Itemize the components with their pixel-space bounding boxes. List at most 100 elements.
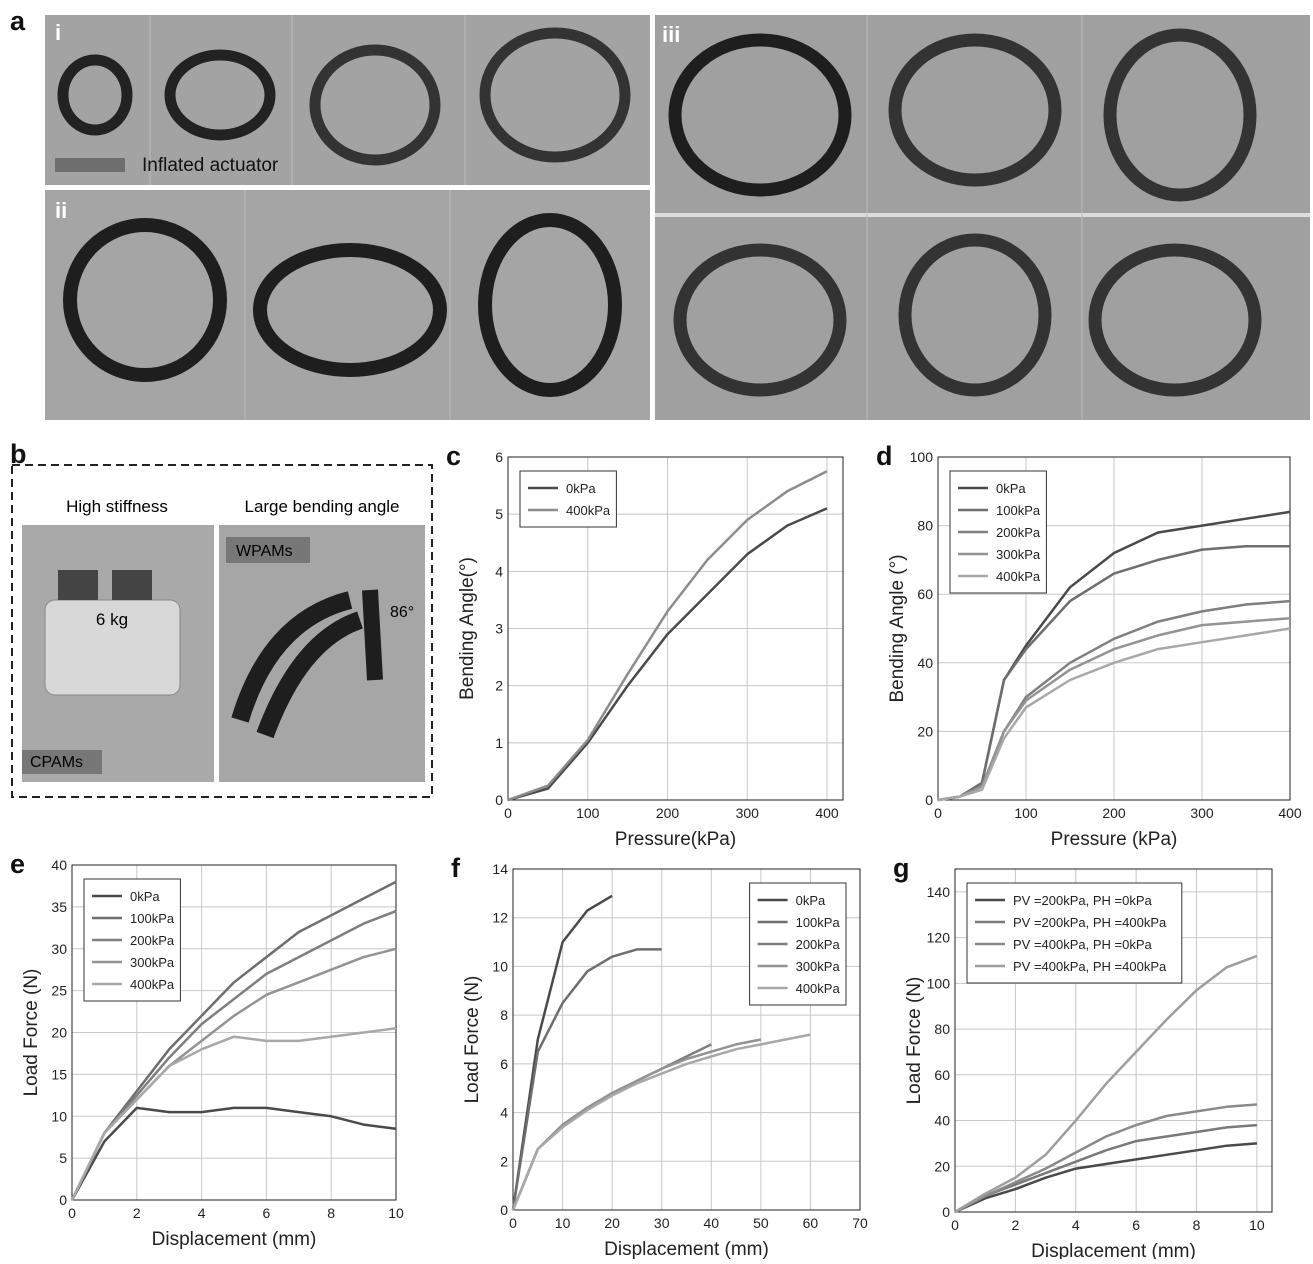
- legend-label: PV =400kPa, PH =400kPa: [1013, 959, 1167, 974]
- data-line: [507, 507, 828, 802]
- x-axis-label: Displacement (mm): [1031, 1241, 1196, 1259]
- y-tick-label: 100: [910, 449, 934, 465]
- legend-box: [519, 470, 617, 528]
- data-line: [507, 470, 828, 802]
- legend-label: Inflated actuator: [142, 155, 279, 176]
- legend-label: 400kPa: [996, 569, 1041, 584]
- panel-label: a: [10, 6, 26, 36]
- y-tick-label: 0: [942, 1204, 950, 1220]
- x-tick-label: 60: [803, 1215, 819, 1231]
- legend-label: 200kPa: [796, 937, 841, 952]
- x-tick-label: 2: [133, 1205, 141, 1221]
- y-tick-label: 80: [917, 518, 933, 534]
- data-line: [511, 894, 613, 1211]
- x-tick-label: 400: [815, 805, 839, 821]
- x-tick-label: 10: [555, 1215, 571, 1231]
- data-line: [937, 544, 1290, 802]
- panel-label: f: [451, 853, 461, 883]
- y-tick-label: 20: [51, 1025, 67, 1041]
- legend-label: 400kPa: [796, 981, 841, 996]
- y-tick-label: 40: [934, 1113, 950, 1129]
- x-tick-label: 0: [504, 805, 512, 821]
- y-tick-label: 30: [51, 941, 67, 957]
- y-tick-label: 80: [934, 1021, 950, 1037]
- annotation: WPAMs: [236, 543, 293, 560]
- y-axis-label: Bending Angle (°): [887, 554, 908, 702]
- x-tick-label: 2: [1011, 1217, 1019, 1233]
- y-tick-label: 10: [492, 958, 508, 974]
- plot-frame: [507, 456, 844, 801]
- x-tick-label: 200: [1102, 805, 1126, 821]
- x-tick-label: 100: [576, 805, 600, 821]
- data-line: [70, 1027, 397, 1201]
- data-line: [937, 616, 1291, 802]
- panel-label: g: [893, 853, 910, 883]
- y-tick-label: 15: [51, 1066, 67, 1082]
- x-tick-label: 300: [736, 805, 760, 821]
- y-tick-label: 60: [934, 1067, 950, 1083]
- panel-label: b: [10, 439, 27, 469]
- y-tick-label: 20: [934, 1158, 950, 1174]
- sub-label: ii: [55, 198, 67, 223]
- y-tick-label: 6: [495, 449, 503, 465]
- data-line: [954, 954, 1258, 1214]
- y-tick-label: 25: [51, 983, 67, 999]
- data-line: [511, 948, 662, 1211]
- y-tick-label: 4: [500, 1105, 508, 1121]
- y-tick-label: 0: [925, 792, 933, 808]
- legend-label: 400kPa: [566, 503, 611, 518]
- y-tick-label: 40: [51, 857, 67, 873]
- y-axis-label: Bending Angle(°): [457, 557, 478, 700]
- x-tick-label: 10: [388, 1205, 404, 1221]
- x-tick-label: 0: [951, 1217, 959, 1233]
- y-tick-label: 12: [492, 910, 508, 926]
- x-tick-label: 4: [198, 1205, 206, 1221]
- y-tick-label: 0: [59, 1192, 67, 1208]
- x-tick-label: 300: [1190, 805, 1214, 821]
- y-tick-label: 5: [495, 506, 503, 522]
- data-line: [954, 1123, 1257, 1214]
- x-tick-label: 4: [1072, 1217, 1080, 1233]
- y-tick-label: 6: [500, 1056, 508, 1072]
- legend-label: PV =400kPa, PH =0kPa: [1013, 937, 1153, 952]
- y-tick-label: 2: [500, 1153, 508, 1169]
- x-tick-label: 6: [263, 1205, 271, 1221]
- y-axis-label: Load Force (N): [462, 976, 483, 1104]
- data-line: [70, 1106, 397, 1201]
- legend-label: 100kPa: [796, 915, 841, 930]
- sub-label: iii: [662, 22, 680, 47]
- panel-label: c: [446, 441, 461, 471]
- x-tick-label: 70: [852, 1215, 868, 1231]
- y-axis-label: Load Force (N): [21, 969, 42, 1097]
- legend-label: 0kPa: [796, 893, 826, 908]
- x-tick-label: 30: [654, 1215, 670, 1231]
- x-tick-label: 0: [934, 805, 942, 821]
- legend-label: PV =200kPa, PH =0kPa: [1013, 893, 1153, 908]
- legend-label: PV =200kPa, PH =400kPa: [1013, 915, 1167, 930]
- x-tick-label: 40: [703, 1215, 719, 1231]
- data-line: [954, 1103, 1257, 1214]
- data-line: [70, 909, 397, 1201]
- x-tick-label: 0: [509, 1215, 517, 1231]
- data-line: [954, 1142, 1257, 1214]
- x-axis-label: Displacement (mm): [604, 1239, 769, 1259]
- panel-label: e: [10, 849, 25, 879]
- sub-label: i: [55, 20, 61, 45]
- y-tick-label: 10: [51, 1108, 67, 1124]
- y-tick-label: 0: [495, 792, 503, 808]
- x-tick-label: 10: [1249, 1217, 1265, 1233]
- legend-label: 0kPa: [130, 889, 160, 904]
- y-tick-label: 0: [500, 1202, 508, 1218]
- x-axis-label: Displacement (mm): [152, 1229, 317, 1250]
- dashed-frame: [11, 464, 433, 798]
- y-tick-label: 1: [495, 735, 503, 751]
- x-axis-label: Pressure (kPa): [1051, 829, 1178, 850]
- plot-frame: [71, 864, 397, 1201]
- legend-label: 300kPa: [130, 955, 175, 970]
- legend-label: 100kPa: [996, 503, 1041, 518]
- x-tick-label: 50: [753, 1215, 769, 1231]
- photo-panel-a: [45, 15, 1310, 420]
- legend-label: 300kPa: [796, 959, 841, 974]
- data-line: [70, 880, 397, 1201]
